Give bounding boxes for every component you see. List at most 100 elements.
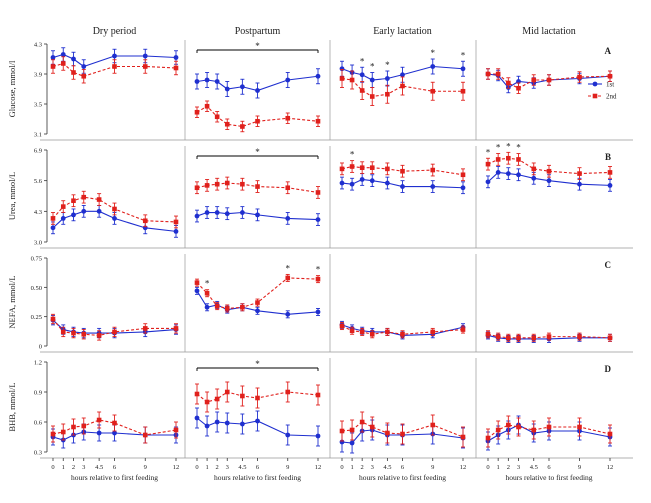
significance-star: *: [360, 56, 365, 66]
data-point-2nd: [173, 219, 179, 225]
significance-star: *: [431, 48, 436, 58]
data-point-2nd: [460, 327, 466, 332]
data-point-2nd: [460, 172, 466, 178]
data-point-2nd: [506, 80, 511, 86]
data-point-2nd: [577, 171, 582, 176]
data-point-1st: [495, 170, 501, 175]
x-tick-label: 12: [607, 464, 614, 471]
data-point-1st: [60, 216, 66, 221]
data-point-1st: [71, 212, 76, 218]
data-point-2nd: [495, 71, 501, 77]
data-point-2nd: [339, 428, 345, 434]
data-point-1st: [285, 311, 291, 317]
y-tick-label: 1.2: [34, 360, 42, 367]
data-point-2nd: [224, 306, 230, 311]
data-point-2nd: [255, 118, 260, 124]
data-point-1st: [81, 64, 87, 69]
panel: [50, 313, 179, 341]
y-tick-label: 0.6: [34, 420, 43, 427]
data-point-2nd: [430, 329, 436, 335]
data-point-2nd: [349, 427, 355, 433]
panel: [329, 254, 466, 352]
data-point-2nd: [385, 430, 390, 436]
data-point-2nd: [349, 77, 355, 83]
data-point-2nd: [315, 276, 321, 282]
x-axis-label: hours relative to first feeding: [214, 473, 301, 482]
data-point-2nd: [255, 300, 260, 305]
data-point-2nd: [385, 329, 390, 335]
data-point-2nd: [173, 427, 179, 433]
data-point-1st: [224, 211, 230, 217]
data-point-1st: [239, 210, 245, 215]
x-tick-label: 4.5: [238, 464, 246, 471]
panel: *: [329, 146, 466, 248]
x-tick-label: 3: [371, 464, 374, 471]
data-point-1st: [173, 55, 179, 60]
data-point-2nd: [430, 88, 436, 94]
y-tick-label: 0.9: [34, 390, 42, 397]
data-point-2nd: [400, 83, 405, 89]
x-tick-label: 1: [497, 464, 500, 471]
data-point-1st: [255, 88, 260, 93]
data-point-2nd: [81, 73, 87, 79]
data-point-2nd: [607, 73, 613, 79]
x-tick-label: 6: [256, 464, 260, 471]
data-point-2nd: [349, 164, 355, 169]
data-point-1st: [577, 181, 582, 187]
x-tick-label: 1: [62, 464, 65, 471]
panel: [50, 190, 179, 238]
data-point-2nd: [577, 74, 582, 80]
x-tick-label: 1: [205, 464, 208, 471]
x-tick-label: 0: [195, 464, 198, 471]
x-tick-label: 0: [486, 464, 489, 471]
data-point-2nd: [240, 393, 245, 399]
y-axis-label: NEFA, mmol/L: [7, 275, 17, 328]
y-tick-label: 0.25: [31, 314, 42, 321]
panel-letter: B: [605, 152, 611, 162]
data-point-2nd: [369, 424, 375, 430]
data-point-2nd: [60, 329, 66, 335]
data-point-1st: [505, 171, 511, 176]
data-point-2nd: [112, 420, 117, 426]
data-point-2nd: [194, 185, 200, 191]
data-point-2nd: [204, 290, 210, 296]
data-point-1st: [204, 210, 210, 215]
x-tick-label: 2: [361, 464, 364, 471]
data-point-2nd: [173, 65, 179, 71]
data-point-1st: [96, 430, 102, 436]
x-tick-label: 3: [82, 464, 85, 471]
data-point-1st: [194, 415, 200, 421]
data-point-2nd: [577, 424, 582, 430]
data-point-2nd: [194, 391, 200, 397]
panel: * * * * *: [329, 40, 466, 140]
series-line-1st: [487, 73, 611, 89]
y-tick-label: 4.3: [34, 42, 42, 49]
significance-star: *: [486, 147, 491, 157]
data-point-2nd: [142, 326, 148, 331]
data-point-2nd: [506, 155, 511, 161]
data-point-2nd: [204, 399, 210, 405]
panel-letter: D: [605, 364, 612, 374]
x-axis-label: hours relative to first feeding: [359, 473, 446, 482]
data-point-1st: [194, 288, 200, 294]
data-point-2nd: [315, 118, 321, 124]
data-point-2nd: [385, 166, 390, 172]
data-point-1st: [112, 216, 117, 221]
data-point-2nd: [531, 77, 537, 83]
significance-star: *: [350, 150, 355, 160]
panel: [475, 254, 613, 352]
significance-star: *: [461, 50, 466, 60]
x-tick-label: 9: [431, 464, 434, 471]
panel: * * *: [184, 254, 321, 352]
y-tick-label: 0.50: [31, 285, 42, 292]
legend-marker: [592, 93, 598, 99]
data-point-1st: [214, 419, 220, 425]
x-tick-label: 3: [517, 464, 520, 471]
data-point-1st: [112, 53, 117, 59]
data-point-2nd: [214, 181, 220, 187]
data-point-1st: [349, 440, 355, 446]
data-point-2nd: [60, 61, 66, 66]
y-tick-label: 0.3: [34, 450, 42, 457]
significance-star: *: [316, 265, 321, 275]
